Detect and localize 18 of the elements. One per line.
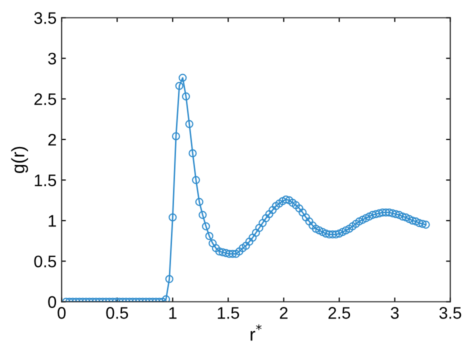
x-tick-label: 2.5	[328, 307, 350, 319]
y-tick-label: 0.5	[34, 256, 56, 268]
y-axis-title: g(r)	[11, 146, 28, 174]
y-tick-label: 1	[48, 215, 56, 227]
x-tick-label: 3	[390, 307, 399, 319]
x-tick-label: 1.5	[218, 307, 240, 319]
y-tick-label: 1.5	[34, 174, 56, 186]
y-tick-label: 3	[48, 52, 56, 65]
x-tick-label: 2	[280, 307, 288, 319]
x-tick-label: 3.5	[439, 307, 462, 319]
x-tick-label: 0	[58, 307, 66, 319]
y-tick-label: 0	[48, 296, 56, 308]
x-axis-title: r$^{*}$	[250, 324, 262, 341]
y-tick-label: 2.5	[34, 93, 56, 106]
y-tick-label: 2	[48, 134, 56, 146]
y-tick-label: 3.5	[34, 12, 56, 24]
x-tick-label: 1	[169, 307, 176, 319]
x-tick-label: 0.5	[106, 307, 128, 319]
